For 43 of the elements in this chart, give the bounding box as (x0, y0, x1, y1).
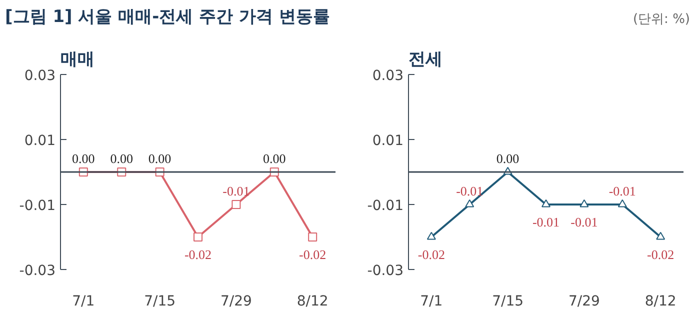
data-label: -0.01 (532, 214, 560, 230)
data-label: -0.01 (608, 184, 636, 198)
point (426, 232, 436, 240)
data-label: 0.00 (72, 151, 95, 166)
text: [그림 1] 서울 매매-전세 주간 가격 변동률 (5, 6, 330, 29)
y-tick-label: 0.03 (372, 68, 404, 84)
y-tick-label: -0.01 (19, 198, 56, 214)
x-tick-label: 7/29 (220, 294, 252, 310)
x-tick-label: 7/15 (492, 294, 524, 310)
y-tick-label: -0.03 (367, 263, 404, 279)
x-tick-label: 7/29 (568, 294, 600, 310)
x-tick-label: 8/12 (644, 294, 676, 310)
point (465, 199, 474, 208)
x-tick-label: 7/1 (72, 294, 95, 310)
point (580, 199, 589, 208)
data-label: 0.00 (148, 151, 172, 166)
y-tick-label: 0.03 (24, 68, 56, 84)
x-tick-label: 8/12 (296, 294, 328, 310)
point (656, 232, 666, 240)
data-label: -0.02 (418, 247, 445, 262)
data-label: -0.01 (222, 184, 250, 198)
y-tick-label: -0.01 (367, 198, 404, 214)
point (194, 232, 202, 242)
data-label: -0.02 (184, 247, 212, 262)
x-tick-label: 7/15 (144, 294, 176, 310)
point (618, 199, 627, 208)
y-tick-label: -0.03 (19, 263, 56, 279)
data-label: -0.02 (647, 247, 674, 262)
point (542, 199, 550, 208)
data-label: -0.01 (456, 184, 484, 198)
data-label: -0.02 (299, 247, 326, 262)
y-tick-label: 0.01 (372, 133, 404, 149)
point (232, 200, 241, 209)
y-tick-label: 0.01 (24, 133, 56, 149)
data-label: -0.01 (570, 214, 598, 230)
chart-title: 매매 (60, 50, 94, 70)
point (308, 232, 318, 242)
x-tick-label: 7/1 (420, 294, 443, 310)
data-label: 0.00 (110, 151, 133, 166)
chart-title: 전세 (408, 50, 442, 70)
data-label: 0.00 (496, 151, 520, 166)
text: (단위: %) (632, 10, 690, 29)
data-label: 0.00 (263, 151, 286, 166)
